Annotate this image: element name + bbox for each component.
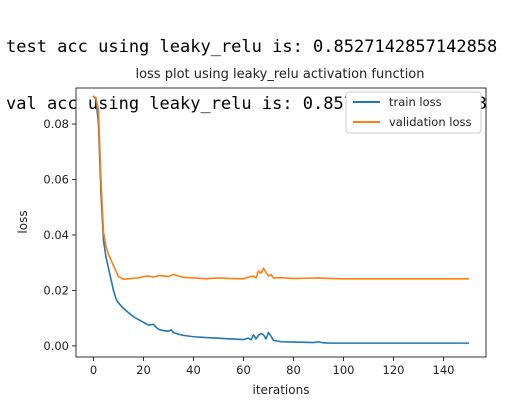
y-axis: 0.00 0.02 0.04 0.06 0.08: [43, 117, 76, 353]
x-tick-label: 20: [136, 363, 151, 377]
train-loss-line: [92, 95, 470, 344]
y-tick-label: 0.02: [43, 283, 69, 297]
x-axis-label: iterations: [253, 383, 310, 397]
y-tick-label: 0.06: [43, 173, 69, 187]
plot-frame: [75, 87, 487, 358]
x-tick-label: 80: [286, 363, 301, 377]
legend-label-train: train loss: [389, 95, 442, 109]
x-tick-label: 0: [90, 363, 97, 377]
y-tick-label: 0.08: [43, 117, 69, 131]
val-accuracy-line: val acc using leaky_relu is: 0.857285714…: [6, 94, 488, 114]
series-lines: [92, 95, 470, 344]
x-tick-label: 140: [433, 363, 455, 377]
validation-loss-line: [92, 95, 470, 281]
test-accuracy-line: test acc using leaky_relu is: 0.85271428…: [6, 37, 498, 57]
legend: train loss validation loss: [345, 91, 482, 134]
y-axis-label: loss: [16, 210, 30, 233]
x-tick-label: 40: [186, 363, 201, 377]
x-tick-label: 60: [236, 363, 251, 377]
x-tick-label: 120: [383, 363, 405, 377]
x-tick-label: 100: [333, 363, 355, 377]
y-tick-label: 0.00: [43, 339, 69, 353]
y-tick-label: 0.04: [43, 228, 69, 242]
legend-label-validation: validation loss: [389, 115, 472, 129]
x-axis: 0 20 40 60 80 100 120 140: [90, 357, 455, 377]
console-output: test acc using leaky_relu is: 0.85271428…: [6, 0, 497, 133]
chart-title: loss plot using leaky_relu activation fu…: [135, 67, 424, 82]
